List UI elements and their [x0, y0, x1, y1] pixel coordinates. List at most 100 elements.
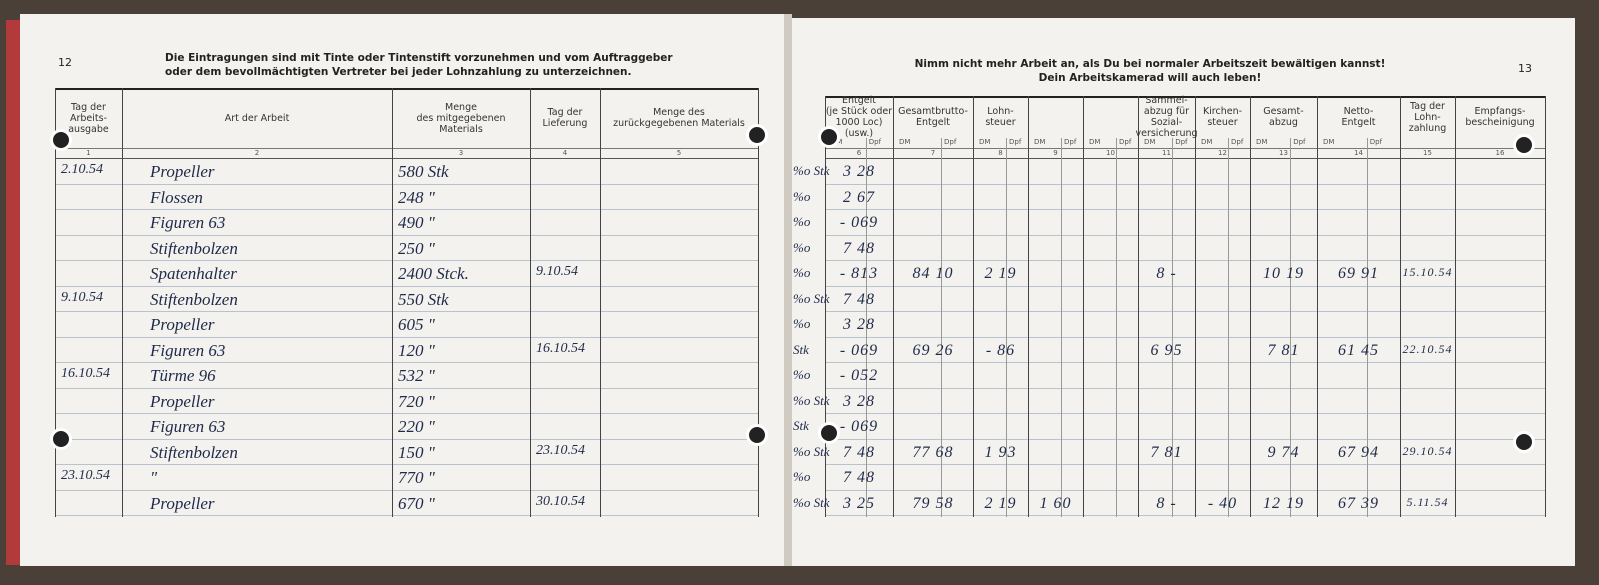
- unit-entry: %o Stk: [793, 443, 830, 459]
- number-rule: [55, 158, 758, 159]
- handwritten-entry: - 86: [985, 341, 1016, 359]
- punch-hole: [746, 124, 768, 146]
- handwritten-entry: 7 48: [843, 290, 875, 308]
- column-line: [1250, 96, 1251, 517]
- header-rule: [825, 96, 1545, 98]
- handwritten-entry: Figuren 63: [150, 213, 226, 232]
- handwritten-entry: 67 39: [1338, 494, 1379, 512]
- handwritten-entry: 2400 Stck.: [398, 264, 469, 283]
- dm-label: DM: [1089, 138, 1101, 146]
- column-number: 2: [254, 149, 260, 157]
- handwritten-entry: 15.10.54: [1402, 265, 1453, 279]
- punch-hole: [818, 422, 840, 444]
- dpf-label: Dpf: [944, 138, 957, 146]
- row-line: [55, 234, 758, 236]
- handwritten-entry: Propeller: [150, 162, 215, 181]
- heading: Dein Arbeitskamerad will auch leben!: [1038, 72, 1262, 84]
- row-line: [55, 183, 758, 185]
- handwritten-entry: 3 28: [843, 316, 875, 333]
- dm-label: DM: [1323, 138, 1335, 146]
- unit-entry: Stk: [793, 418, 809, 433]
- dpf-label: Dpf: [1119, 138, 1132, 146]
- handwritten-entry: 61 45: [1338, 341, 1379, 359]
- handwritten-entry: 490 ": [398, 213, 435, 232]
- handwritten-entry: Stiftenbolzen: [150, 238, 238, 258]
- handwritten-entry: 16.10.54: [536, 340, 585, 356]
- handwritten-entry: - 052: [839, 367, 879, 384]
- dpf-line: [865, 138, 867, 517]
- handwritten-entry: 8 -: [1156, 494, 1177, 512]
- column-line: [530, 88, 531, 517]
- row-line: [55, 489, 758, 491]
- handwritten-entry: 23.10.54: [61, 468, 110, 483]
- row-line: [825, 387, 1545, 389]
- dpf-label: Dpf: [868, 138, 882, 146]
- row-line: [825, 260, 1545, 261]
- handwritten-entry: ": [150, 468, 158, 487]
- column-number: 4: [562, 149, 568, 157]
- row-line: [55, 311, 758, 312]
- dpf-label: Dpf: [1369, 138, 1383, 146]
- handwritten-entry: Stiftenbolzen: [150, 289, 238, 309]
- row-line: [825, 285, 1545, 287]
- column-line: [392, 88, 393, 517]
- page-number: 13: [1518, 62, 1532, 75]
- handwritten-entry: 2 19: [984, 494, 1017, 512]
- handwritten-entry: 250 ": [398, 238, 435, 258]
- dm-label: DM: [1201, 138, 1213, 146]
- handwritten-entry: 8 -: [1156, 265, 1177, 282]
- column-line: [1400, 96, 1401, 517]
- dpf-label: Dpf: [1064, 138, 1077, 146]
- dm-label: DM: [1256, 138, 1268, 146]
- dpf-label: Dpf: [1009, 138, 1022, 146]
- unit-entry: %o: [793, 239, 811, 255]
- unit-entry: %o Stk: [793, 494, 830, 510]
- row-line: [825, 413, 1545, 414]
- column-header: Kirchen- steuer: [1202, 106, 1243, 128]
- column-header: Gesamtbrutto- Entgelt: [898, 106, 968, 128]
- header-bottom: [55, 148, 758, 149]
- handwritten-entry: - 069: [839, 341, 879, 359]
- handwritten-entry: 670 ": [398, 493, 435, 513]
- punch-hole: [50, 129, 72, 151]
- column-line: [758, 88, 759, 517]
- column-number: 14: [1354, 149, 1363, 157]
- handwritten-entry: 532 ": [398, 366, 435, 385]
- handwritten-entry: Figuren 63: [150, 340, 226, 360]
- dpf-label: Dpf: [1293, 138, 1306, 146]
- handwritten-entry: 2 67: [843, 188, 875, 206]
- column-number: 6: [856, 149, 862, 157]
- column-header: Tag der Lohn- zahlung: [1408, 100, 1447, 134]
- punch-hole: [1513, 134, 1535, 156]
- row-line: [55, 336, 758, 338]
- column-line: [1455, 96, 1456, 517]
- column-number: 16: [1495, 149, 1505, 157]
- unit-entry: %o: [793, 188, 811, 204]
- row-line: [55, 260, 758, 261]
- dm-label: DM: [1144, 138, 1156, 146]
- row-line: [825, 438, 1545, 440]
- handwritten-entry: Flossen: [150, 187, 203, 207]
- column-number: 7: [930, 149, 936, 157]
- punch-hole: [746, 424, 768, 446]
- handwritten-entry: Propeller: [150, 391, 215, 411]
- dm-label: DM: [1034, 138, 1046, 146]
- instruction: Die Eintragungen sind mit Tinte oder Tin…: [165, 52, 673, 64]
- column-header: Sammel- abzug für Sozial- versicherung: [1135, 95, 1198, 139]
- handwritten-entry: 1 60: [1039, 494, 1072, 512]
- column-line: [893, 96, 894, 517]
- unit-entry: %o Stk: [793, 163, 830, 178]
- handwritten-entry: 10 19: [1263, 265, 1304, 282]
- column-number: 15: [1423, 149, 1432, 157]
- handwritten-entry: - 069: [839, 214, 879, 231]
- row-line: [825, 209, 1545, 210]
- number-rule: [825, 158, 1545, 159]
- column-line: [1195, 96, 1196, 517]
- handwritten-entry: 3 28: [843, 392, 875, 410]
- column-number: 12: [1218, 149, 1227, 157]
- column-header: Empfangs- bescheinigung: [1465, 106, 1535, 128]
- row-line: [55, 387, 758, 389]
- handwritten-entry: 16.10.54: [61, 366, 110, 381]
- dpf-line: [941, 138, 942, 517]
